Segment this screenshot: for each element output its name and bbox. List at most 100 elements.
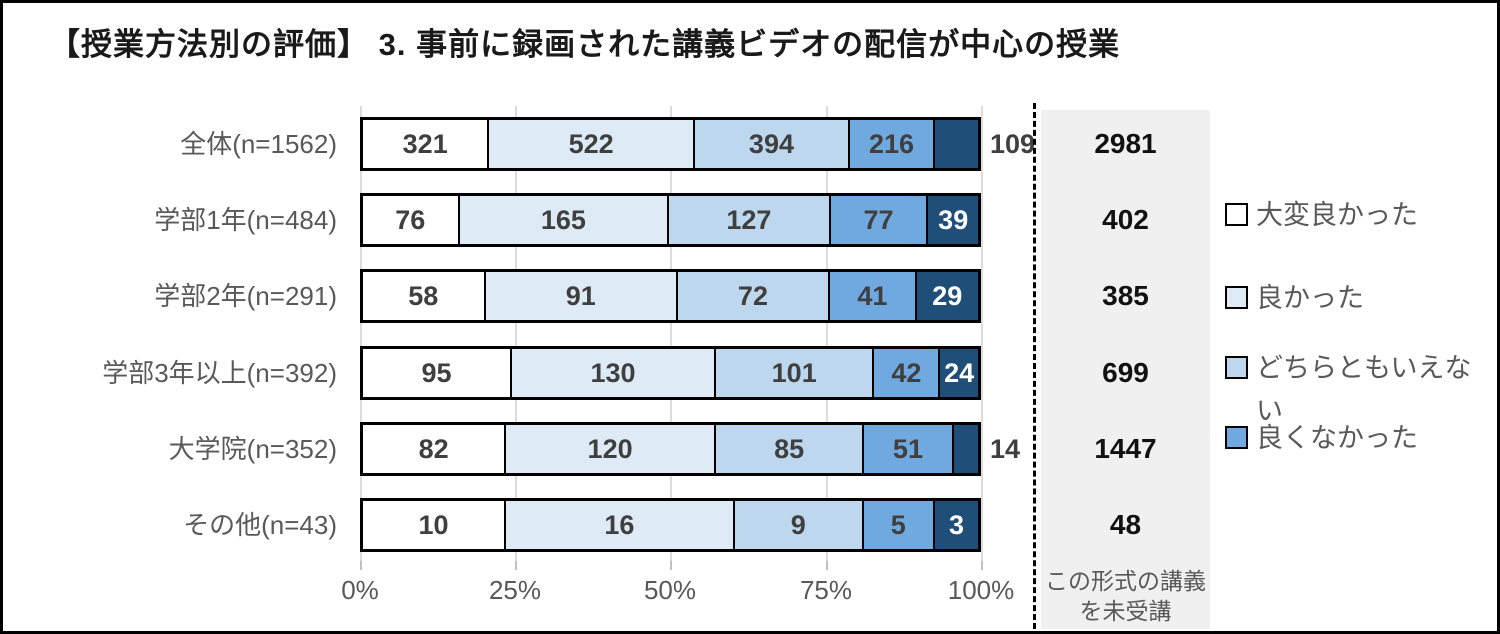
legend-swatch-light-blue [1225,356,1248,379]
gridline-0pct [360,106,362,561]
bar-segment: 72 [677,272,831,320]
bar-segment: 85 [715,425,865,473]
axis-tick [515,561,517,570]
bar-segment: 127 [669,196,831,244]
not-attended-value: 2981 [1094,128,1157,159]
not-attended-column-label: この形式の講義 を未受講 [1041,567,1210,627]
stacked-bar-gakubu1: 76 165 127 77 39 [360,193,981,247]
stacked-bar-gakubu2: 58 91 72 41 29 [360,269,981,323]
segment-value: 39 [938,204,969,235]
chart-title: 【授業方法別の評価】 3. 事前に録画された講義ビデオの配信が中心の授業 [49,27,1121,62]
gridline-100pct [981,106,983,561]
not-attended-label-line1: この形式の講義 [1045,568,1206,595]
bar-segment: 165 [459,196,670,244]
segment-value: 82 [418,433,449,464]
bar-segment: 101 [715,349,875,397]
bar-segment: 9 [734,501,864,549]
segment-value: 321 [402,128,448,159]
segment-value-outside: 109 [990,129,1036,159]
gridline-25pct [515,106,517,561]
segment-value-outside: 14 [990,434,1021,464]
bar-segment: 95 [363,349,513,397]
segment-value: 9 [790,509,806,540]
stacked-bar-daigakuin: 82 120 85 51 [360,422,981,476]
not-attended-column: 2981 402 385 699 1447 48 この形式の講義 を未受講 [1041,110,1210,629]
row-label-gakubu3plus: 学部3年以上(n=392) [102,358,337,388]
segment-value: 120 [587,433,633,464]
legend-item-dochira-tomo-ienai: どちらともいえない [1225,347,1474,433]
axis-tick-label-0: 0% [341,575,379,605]
bar-segment [953,425,978,473]
bar-segment: 29 [916,272,978,320]
bar-segment [935,120,978,168]
segment-value: 77 [863,204,894,235]
dashed-separator [1033,103,1036,629]
legend-label: 良かった [1256,283,1364,313]
segment-value: 394 [748,128,794,159]
bar-segment: 51 [864,425,954,473]
axis-tick [826,561,828,570]
axis-tick-label-50: 50% [643,575,697,605]
segment-value: 216 [869,128,915,159]
axis-tick [360,561,362,570]
bar-segment: 82 [363,425,507,473]
bar-segment: 216 [850,120,936,168]
not-attended-label-line2: を未受講 [1079,598,1172,625]
bar-segment: 39 [928,196,978,244]
stacked-bar-sonota: 10 16 9 5 3 [360,498,981,552]
bar-segment: 91 [485,272,678,320]
legend-item-yokatta: 良かった [1225,277,1364,320]
not-attended-value: 402 [1102,204,1149,235]
row-label-gakubu1: 学部1年(n=484) [154,205,337,235]
gridline-50pct [670,106,672,561]
axis-tick-label-75: 75% [799,575,853,605]
row-label-daigakuin: 大学院(n=352) [168,434,337,464]
bar-segment: 3 [935,501,978,549]
not-attended-value: 699 [1102,357,1149,388]
segment-value: 72 [737,280,768,311]
segment-value: 522 [568,128,614,159]
legend-swatch-medium-blue [1225,426,1248,449]
bar-segment: 24 [940,349,978,397]
axis-tick [981,561,983,570]
bar-segment: 76 [363,196,460,244]
segment-value: 3 [949,509,965,540]
stacked-bar-zentai: 321 522 394 216 [360,117,981,171]
legend-swatch-lightest-blue [1225,286,1248,309]
segment-value: 95 [421,357,452,388]
segment-value: 41 [857,280,888,311]
bar-segment: 130 [512,349,716,397]
bar-segment: 120 [506,425,716,473]
bar-segment: 5 [863,501,936,549]
legend-label: 良くなかった [1256,423,1418,453]
legend-label: 大変良かった [1256,200,1418,230]
bar-segment: 58 [363,272,486,320]
segment-value: 10 [418,509,449,540]
segment-value: 58 [408,280,439,311]
bar-segment: 77 [830,196,929,244]
segment-value: 101 [771,357,817,388]
segment-value: 24 [944,357,975,388]
bar-segment: 16 [506,501,735,549]
segment-value: 42 [891,357,922,388]
bar-segment: 321 [363,120,490,168]
legend-label: どちらともいえない [1256,353,1472,427]
segment-value: 130 [590,357,636,388]
row-label-sonota: その他(n=43) [183,510,337,540]
not-attended-value: 385 [1102,280,1149,311]
segment-value: 16 [604,509,635,540]
stacked-bar-gakubu3plus: 95 130 101 42 24 [360,346,981,400]
axis-tick [670,561,672,570]
segment-value: 51 [892,433,923,464]
bar-segment: 42 [874,349,941,397]
legend-swatch-white [1225,203,1248,226]
not-attended-value: 48 [1109,509,1142,540]
row-label-gakubu2: 学部2年(n=291) [154,281,337,311]
gridline-75pct [826,106,828,561]
legend-item-taihen-yokatta: 大変良かった [1225,194,1418,237]
segment-value: 127 [726,204,772,235]
segment-value: 29 [932,280,963,311]
segment-value: 5 [890,509,906,540]
bar-segment: 394 [694,120,851,168]
